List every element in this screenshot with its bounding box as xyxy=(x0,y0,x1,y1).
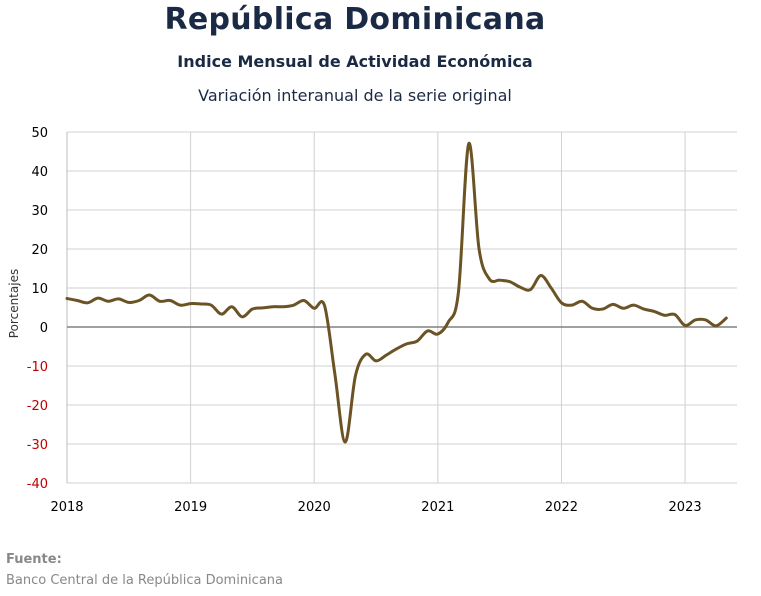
chart-subtitle: Indice Mensual de Actividad Económica xyxy=(177,52,533,71)
series-line xyxy=(65,142,728,444)
x-tick-label: 2020 xyxy=(298,500,331,515)
y-tick-label: -10 xyxy=(27,360,48,375)
y-axis-label: Porcentajes xyxy=(7,269,21,338)
x-tick-label: 2018 xyxy=(50,500,83,515)
chart-caption: Variación interanual de la serie origina… xyxy=(198,86,512,105)
y-tick-label: 50 xyxy=(31,126,48,141)
y-tick-label: -30 xyxy=(27,438,48,453)
y-tick-label: -40 xyxy=(27,477,48,492)
y-tick-label: 20 xyxy=(31,243,48,258)
x-tick-label: 2022 xyxy=(545,500,578,515)
source-text: Banco Central de la República Dominicana xyxy=(6,573,283,588)
x-tick-label: 2021 xyxy=(421,500,454,515)
y-tick-label: 0 xyxy=(40,321,48,336)
x-tick-label: 2019 xyxy=(174,500,207,515)
chart-title: República Dominicana xyxy=(164,2,546,37)
y-tick-label: 10 xyxy=(31,282,48,297)
y-tick-label: 40 xyxy=(31,165,48,180)
y-tick-label: 30 xyxy=(31,204,48,219)
source-label: Fuente: xyxy=(6,552,62,567)
x-tick-label: 2023 xyxy=(669,500,702,515)
y-tick-label: -20 xyxy=(27,399,48,414)
